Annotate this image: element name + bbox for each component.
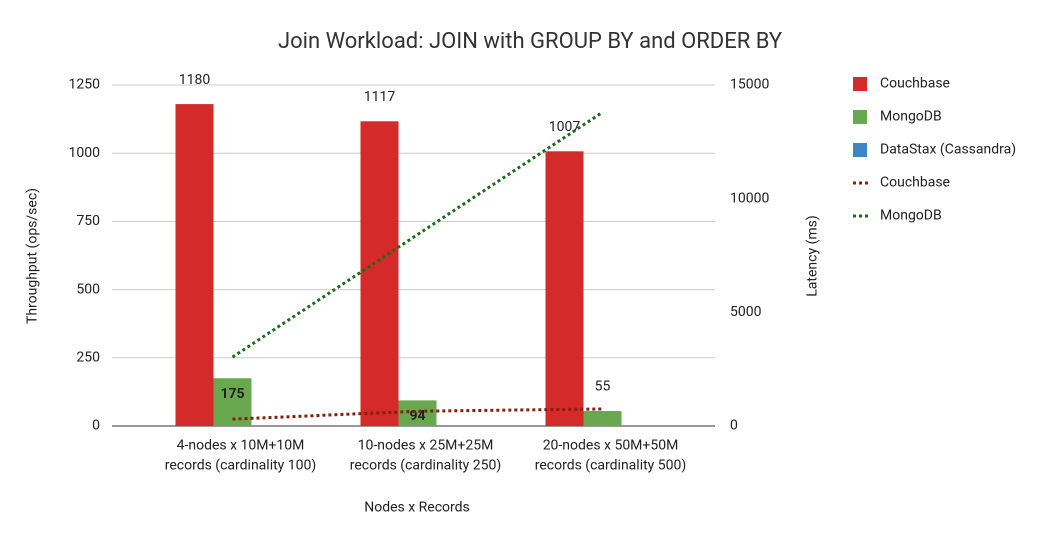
x-tick-label: records (cardinality 100) <box>165 458 317 474</box>
y2-tick-label: 5000 <box>730 304 762 320</box>
bar <box>360 121 399 426</box>
legend-swatch <box>853 77 867 91</box>
legend-swatch <box>853 110 867 124</box>
data-label: 55 <box>595 379 611 395</box>
bar <box>398 400 437 426</box>
legend-label: DataStax (Cassandra) <box>880 142 1016 158</box>
y-axis-title: Throughput (ops/sec) <box>25 188 41 324</box>
y-tick-label: 500 <box>76 281 100 297</box>
bar <box>545 151 584 426</box>
data-label: 175 <box>220 386 244 402</box>
y2-tick-label: 15000 <box>730 77 769 93</box>
data-label: 1007 <box>549 119 581 135</box>
x-tick-label: 4-nodes x 10M+10M <box>177 438 305 454</box>
y-tick-label: 250 <box>76 350 100 366</box>
x-tick-label: 20-nodes x 50M+50M <box>543 438 679 454</box>
legend-label: Couchbase <box>880 76 950 92</box>
legend-label: Couchbase <box>880 175 950 191</box>
y-tick-label: 0 <box>92 418 100 434</box>
legend-swatch <box>853 143 867 157</box>
line <box>232 407 603 421</box>
line <box>231 111 604 359</box>
data-label: 1180 <box>179 72 211 88</box>
y-tick-label: 750 <box>76 213 100 229</box>
legend-label: MongoDB <box>880 109 942 125</box>
y-tick-label: 1250 <box>69 77 101 93</box>
y2-axis-title: Latency (ms) <box>805 215 821 296</box>
bar <box>175 104 214 426</box>
bar <box>583 410 622 426</box>
x-tick-label: 10-nodes x 25M+25M <box>358 438 494 454</box>
y2-tick-label: 10000 <box>730 190 769 206</box>
x-tick-label: records (cardinality 250) <box>350 458 502 474</box>
legend-label: MongoDB <box>880 208 942 224</box>
data-label: 1117 <box>364 89 396 105</box>
y2-tick-label: 0 <box>730 418 738 434</box>
y-tick-label: 1000 <box>69 145 101 161</box>
x-axis-title: Nodes x Records <box>364 500 470 516</box>
chart-title: Join Workload: JOIN with GROUP BY and OR… <box>278 29 783 54</box>
data-label: 94 <box>409 408 425 424</box>
x-tick-label: records (cardinality 500) <box>535 458 687 474</box>
